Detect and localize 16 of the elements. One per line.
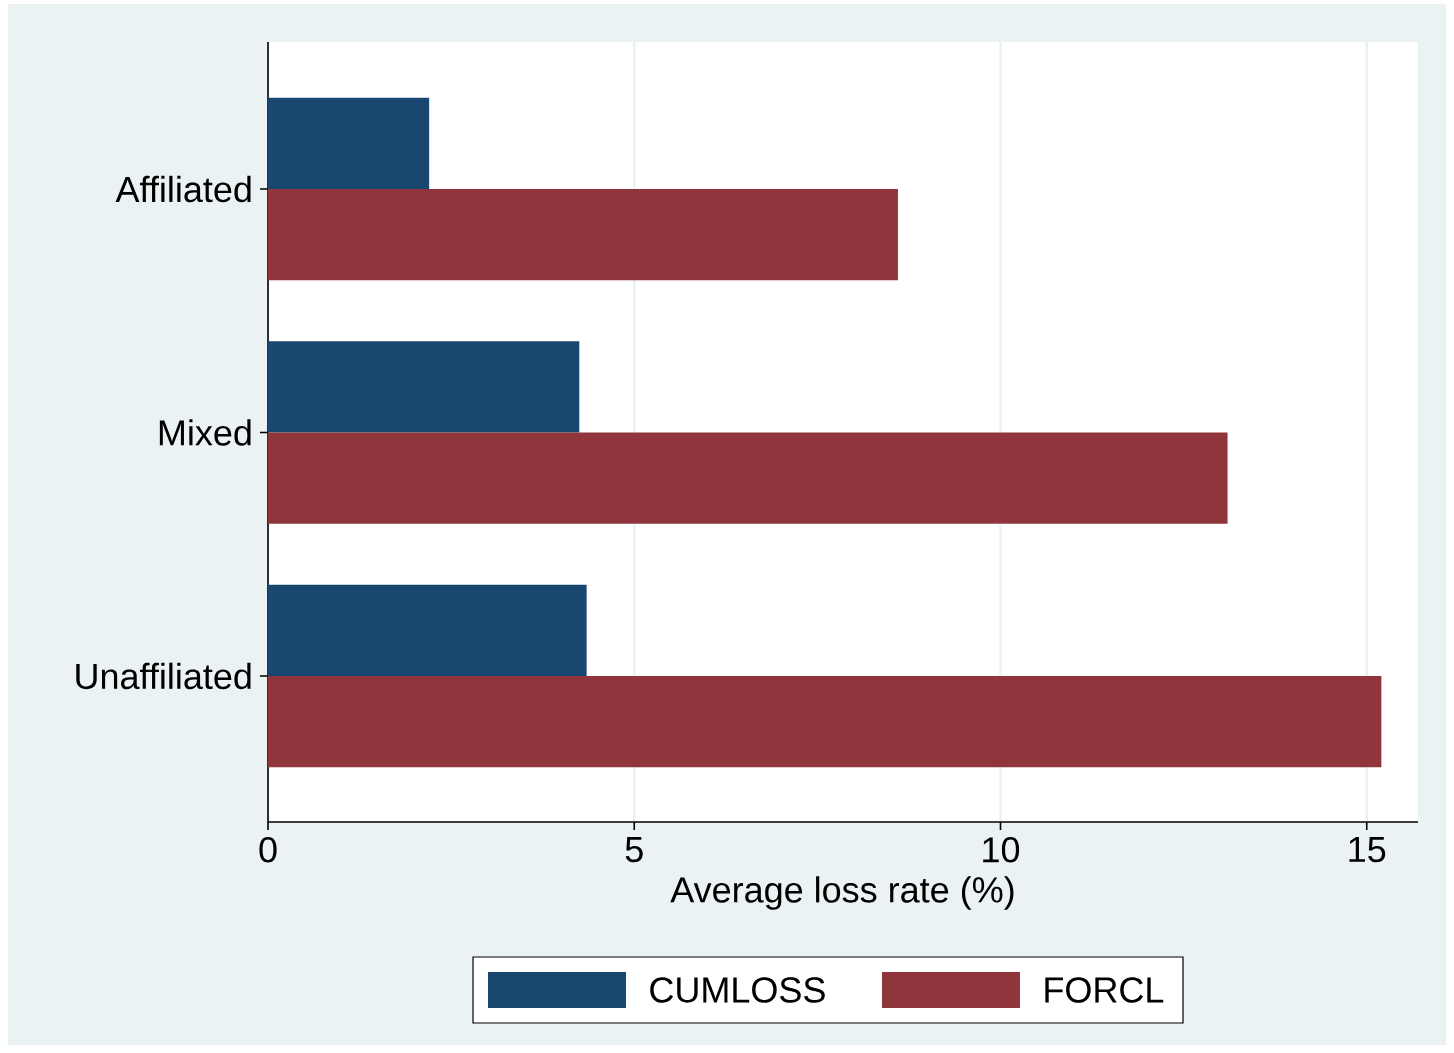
y-tick-label: Affiliated <box>115 175 251 203</box>
x-tick-label: 5 <box>625 837 643 863</box>
bar <box>268 341 580 433</box>
x-tick-label: 10 <box>983 837 1020 863</box>
bar <box>268 675 1382 768</box>
y-tick-label: Unaffiliated <box>76 662 251 690</box>
bar <box>268 189 898 281</box>
x-axis-title: Average loss rate (%) <box>670 876 1014 910</box>
legend-label: FORCL <box>1045 977 1164 1003</box>
bar <box>268 584 587 676</box>
bar <box>268 97 430 190</box>
legend-label: CUMLOSS <box>650 977 825 1003</box>
bar <box>268 432 1228 524</box>
x-tick-label: 0 <box>259 837 277 863</box>
y-tick-label: Mixed <box>159 419 251 446</box>
x-tick-label: 15 <box>1349 837 1386 863</box>
